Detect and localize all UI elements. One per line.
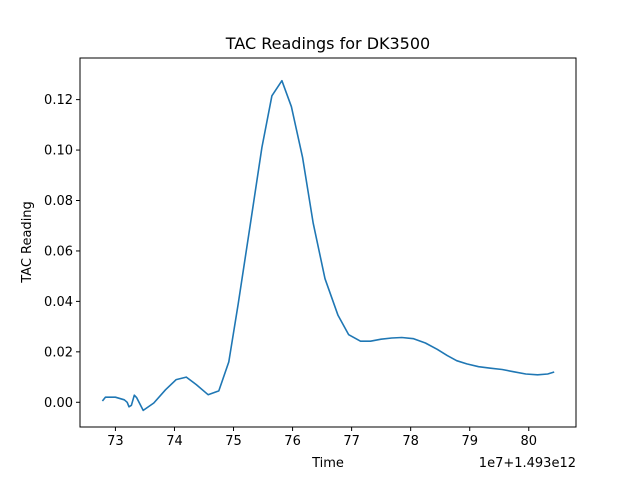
x-axis-label: Time xyxy=(311,456,344,471)
x-tick-label: 79 xyxy=(461,434,478,449)
x-axis-offset-label: 1e7+1.493e12 xyxy=(479,456,576,471)
x-tick-label: 73 xyxy=(107,434,124,449)
x-axis-ticks: 73 74 75 76 77 78 79 80 xyxy=(107,427,537,449)
plot-area xyxy=(101,79,555,412)
series-line-0 xyxy=(101,79,555,412)
axes-frame xyxy=(79,57,577,428)
chart-title: TAC Readings for DK3500 xyxy=(225,34,430,53)
y-axis-label: TAC Reading xyxy=(20,201,35,284)
y-axis-ticks: 0.00 0.02 0.04 0.06 0.08 0.10 0.12 xyxy=(44,93,80,411)
y-tick-label: 0.12 xyxy=(44,93,73,108)
x-tick-label: 75 xyxy=(225,434,242,449)
x-tick-label: 80 xyxy=(520,434,537,449)
y-tick-label: 0.04 xyxy=(44,295,73,310)
y-tick-label: 0.06 xyxy=(44,244,73,259)
y-tick-label: 0.00 xyxy=(44,396,73,411)
x-tick-label: 76 xyxy=(284,434,301,449)
y-tick-label: 0.08 xyxy=(44,194,73,209)
y-tick-label: 0.10 xyxy=(44,144,73,159)
x-tick-label: 77 xyxy=(343,434,360,449)
x-tick-label: 78 xyxy=(402,434,419,449)
y-tick-label: 0.02 xyxy=(44,345,73,360)
x-tick-label: 74 xyxy=(166,434,183,449)
